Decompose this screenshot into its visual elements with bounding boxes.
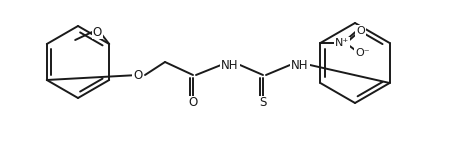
Text: O: O [92, 25, 101, 39]
Text: O: O [133, 69, 142, 81]
Text: NH: NH [291, 59, 308, 71]
Text: O⁻: O⁻ [354, 48, 369, 58]
Text: NH: NH [221, 59, 238, 71]
Text: O: O [355, 26, 364, 36]
Text: O: O [188, 96, 197, 110]
Text: N⁺: N⁺ [334, 38, 349, 48]
Text: S: S [259, 96, 266, 110]
